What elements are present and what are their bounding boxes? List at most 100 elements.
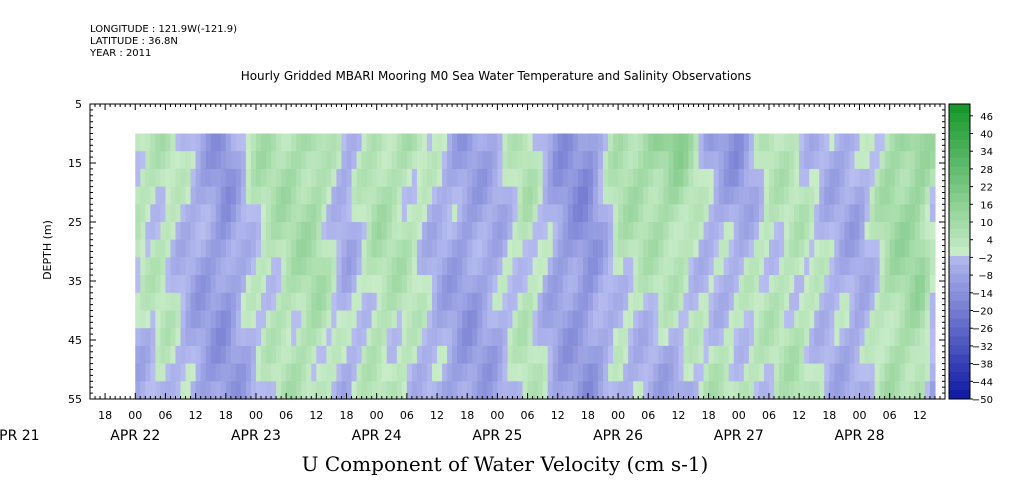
heat-cell: [235, 257, 242, 276]
heat-cell: [155, 239, 162, 258]
heat-cell: [618, 222, 624, 241]
heat-cell: [693, 363, 700, 382]
heat-cell: [250, 151, 257, 170]
heat-cell: [804, 345, 810, 365]
heat-cell: [779, 239, 785, 258]
heat-cell: [547, 151, 554, 170]
heat-cell: [904, 168, 911, 188]
heat-cell: [597, 363, 604, 382]
heat-cell: [472, 310, 478, 329]
heat-cell: [899, 345, 906, 365]
heat-cell: [220, 328, 227, 347]
heat-cell: [502, 328, 509, 347]
heat-cell: [834, 133, 840, 152]
heat-cell: [432, 133, 438, 152]
heat-cell: [411, 222, 418, 241]
heat-cell: [145, 363, 151, 382]
heat-cell: [889, 345, 896, 365]
heat-cell: [487, 275, 493, 294]
heat-cell: [567, 381, 574, 400]
heat-cell: [638, 292, 644, 312]
heat-cell: [758, 381, 765, 400]
heat-cell: [929, 186, 936, 205]
heat-cell: [472, 151, 478, 170]
heat-cell: [245, 292, 252, 312]
heat-cell: [255, 310, 262, 329]
heat-cell: [437, 222, 443, 241]
heat-cell: [738, 151, 745, 170]
heat-cell: [874, 275, 881, 294]
heat-cell: [235, 381, 242, 400]
heat-cell: [145, 345, 151, 365]
heat-cell: [623, 168, 629, 188]
heat-cell: [698, 381, 705, 400]
heat-cell: [834, 186, 840, 205]
heat-cell: [577, 275, 584, 294]
heat-cell: [396, 363, 403, 382]
heat-cell: [281, 186, 287, 205]
heat-cell: [135, 222, 141, 241]
heat-cell: [416, 186, 423, 205]
heat-cell: [401, 239, 408, 258]
colorbar-label: −50: [972, 395, 993, 406]
heat-cell: [673, 168, 680, 188]
heat-cell: [623, 345, 629, 365]
heat-cell: [678, 363, 685, 382]
heat-cell: [210, 168, 217, 188]
colorbar-segment: [949, 291, 970, 302]
heat-cell: [421, 363, 428, 382]
colorbar-segment: [949, 193, 970, 203]
heat-cell: [914, 186, 921, 205]
heat-cell: [919, 381, 926, 400]
heat-cell: [688, 328, 695, 347]
heat-cell: [758, 275, 765, 294]
heat-cell: [140, 257, 146, 276]
heat-cell: [155, 381, 162, 400]
heat-cell: [929, 222, 936, 241]
heat-cell: [235, 292, 242, 312]
heat-cell: [155, 363, 162, 382]
heat-cell: [809, 257, 815, 276]
heat-cell: [421, 186, 428, 205]
heat-cell: [346, 257, 353, 276]
heat-cell: [673, 310, 680, 329]
heat-cell: [361, 133, 368, 152]
heat-cell: [738, 363, 745, 382]
heat-cell: [653, 381, 659, 400]
heat-cell: [829, 168, 835, 188]
heat-cell: [487, 151, 493, 170]
heat-cell: [190, 292, 197, 312]
heat-cell: [376, 363, 383, 382]
heat-cell: [371, 345, 378, 365]
heat-cell: [165, 239, 172, 258]
heat-cell: [361, 168, 368, 188]
heat-cell: [266, 275, 272, 294]
heat-cell: [552, 328, 559, 347]
heat-cell: [276, 239, 282, 258]
heat-cell: [266, 328, 272, 347]
heat-cell: [341, 222, 348, 241]
heat-cell: [432, 345, 438, 365]
heat-cell: [748, 133, 755, 152]
heat-cell: [266, 239, 272, 258]
heat-cell: [507, 345, 514, 365]
heat-cell: [331, 186, 338, 205]
heat-cell: [346, 345, 353, 365]
heat-cell: [613, 257, 619, 276]
heat-cell: [401, 222, 408, 241]
heat-cell: [648, 328, 654, 347]
heat-cell: [542, 186, 549, 205]
heat-cell: [406, 186, 413, 205]
heat-cell: [859, 275, 866, 294]
heat-cell: [175, 186, 182, 205]
heat-cell: [914, 222, 921, 241]
heat-cell: [502, 133, 509, 152]
heat-cell: [135, 257, 141, 276]
heat-cell: [220, 275, 227, 294]
heat-cell: [150, 204, 156, 223]
heat-cell: [160, 381, 167, 400]
heat-cell: [577, 186, 584, 205]
heat-cell: [361, 363, 368, 382]
heat-cell: [532, 328, 539, 347]
heat-cell: [255, 275, 262, 294]
